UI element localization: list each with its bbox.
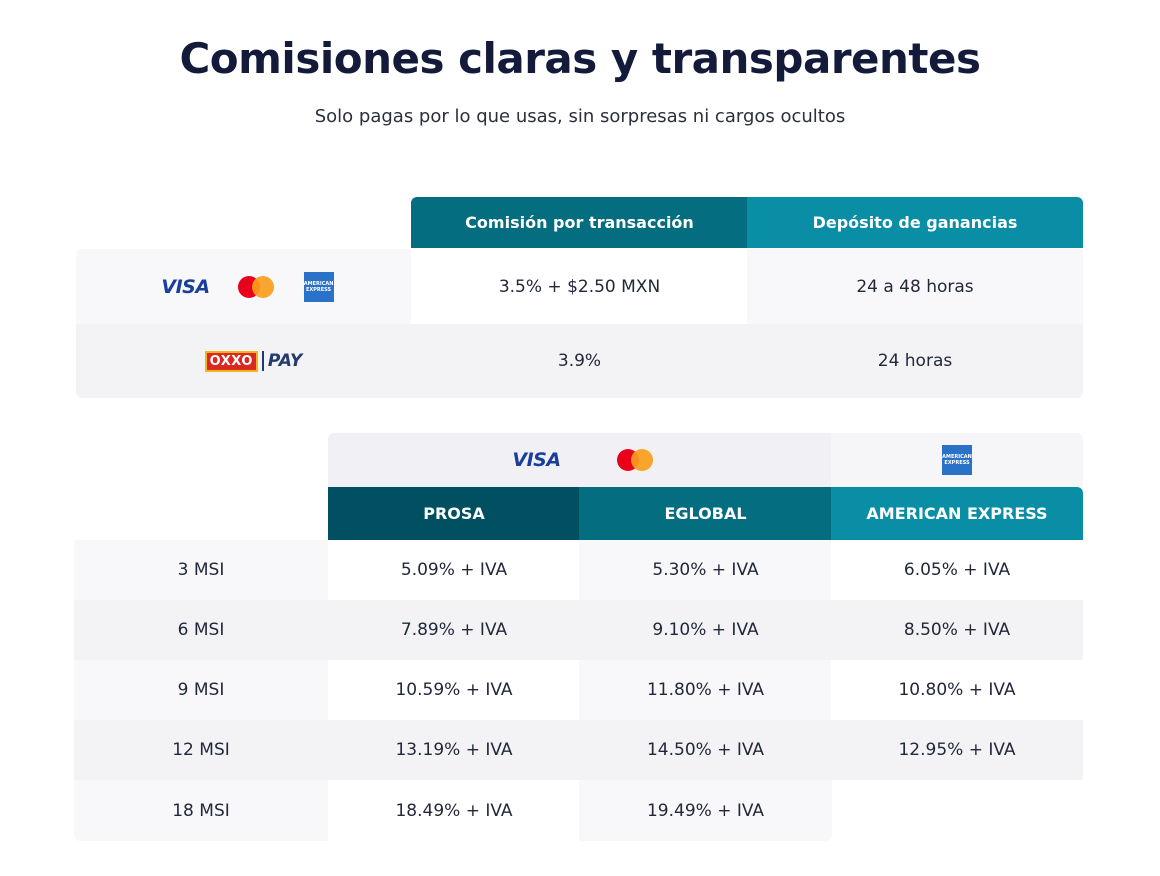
prosa-12-msi: 13.19% + IVA bbox=[328, 720, 580, 780]
term-9-msi: 9 MSI bbox=[74, 660, 328, 720]
amex-6-msi: 8.50% + IVA bbox=[831, 600, 1083, 660]
oxxo-pay-logo-icon: OXXO PAY bbox=[204, 350, 302, 372]
eglobal-9-msi: 11.80% + IVA bbox=[579, 660, 832, 720]
cards-commission: 3.5% + $2.50 MXN bbox=[411, 249, 748, 324]
prosa-3-msi: 5.09% + IVA bbox=[328, 540, 580, 600]
header-deposit: Depósito de ganancias bbox=[747, 197, 1083, 248]
term-6-msi: 6 MSI bbox=[74, 600, 328, 660]
prosa-6-msi: 7.89% + IVA bbox=[328, 600, 580, 660]
eglobal-18-msi: 19.49% + IVA bbox=[579, 780, 832, 841]
term-18-msi: 18 MSI bbox=[74, 780, 328, 841]
page-title: Comisiones claras y transparentes bbox=[179, 34, 981, 83]
page-subtitle: Solo pagas por lo que usas, sin sorpresa… bbox=[314, 106, 846, 127]
amex-logo-cell: AMERICAN EXPRESS bbox=[831, 433, 1083, 487]
eglobal-3-msi: 5.30% + IVA bbox=[579, 540, 832, 600]
prosa-18-msi: 18.49% + IVA bbox=[328, 780, 580, 841]
oxxo-logo-cell: OXXO PAY bbox=[76, 324, 411, 398]
eglobal-6-msi: 9.10% + IVA bbox=[579, 600, 832, 660]
visa-logo-icon: VISA bbox=[161, 275, 210, 298]
cards-deposit: 24 a 48 horas bbox=[747, 249, 1083, 324]
mastercard-logo-icon bbox=[237, 275, 274, 298]
card-logos-cell: VISA AMERICAN EXPRESS bbox=[76, 249, 411, 324]
oxxo-commission: 3.9% bbox=[411, 324, 748, 398]
amex-logo-icon: AMERICAN EXPRESS bbox=[303, 271, 334, 302]
header-eglobal: EGLOBAL bbox=[579, 487, 832, 540]
term-3-msi: 3 MSI bbox=[74, 540, 328, 600]
mastercard-logo-icon bbox=[616, 449, 653, 471]
amex-logo-icon: AMERICAN EXPRESS bbox=[942, 445, 972, 475]
amex-12-msi: 12.95% + IVA bbox=[831, 720, 1083, 780]
header-prosa: PROSA bbox=[328, 487, 580, 540]
header-amex: AMERICAN EXPRESS bbox=[831, 487, 1083, 540]
header-commission: Comisión por transacción bbox=[411, 197, 748, 248]
header-deposit-label: Depósito de ganancias bbox=[812, 213, 1018, 232]
oxxo-deposit: 24 horas bbox=[747, 324, 1083, 398]
visa-logo-icon: VISA bbox=[512, 449, 561, 471]
visa-mc-logo-cell: VISA bbox=[328, 433, 831, 487]
term-12-msi: 12 MSI bbox=[74, 720, 328, 780]
prosa-9-msi: 10.59% + IVA bbox=[328, 660, 580, 720]
amex-9-msi: 10.80% + IVA bbox=[831, 660, 1083, 720]
eglobal-12-msi: 14.50% + IVA bbox=[579, 720, 832, 780]
header-commission-label: Comisión por transacción bbox=[465, 213, 694, 232]
amex-3-msi: 6.05% + IVA bbox=[831, 540, 1083, 600]
